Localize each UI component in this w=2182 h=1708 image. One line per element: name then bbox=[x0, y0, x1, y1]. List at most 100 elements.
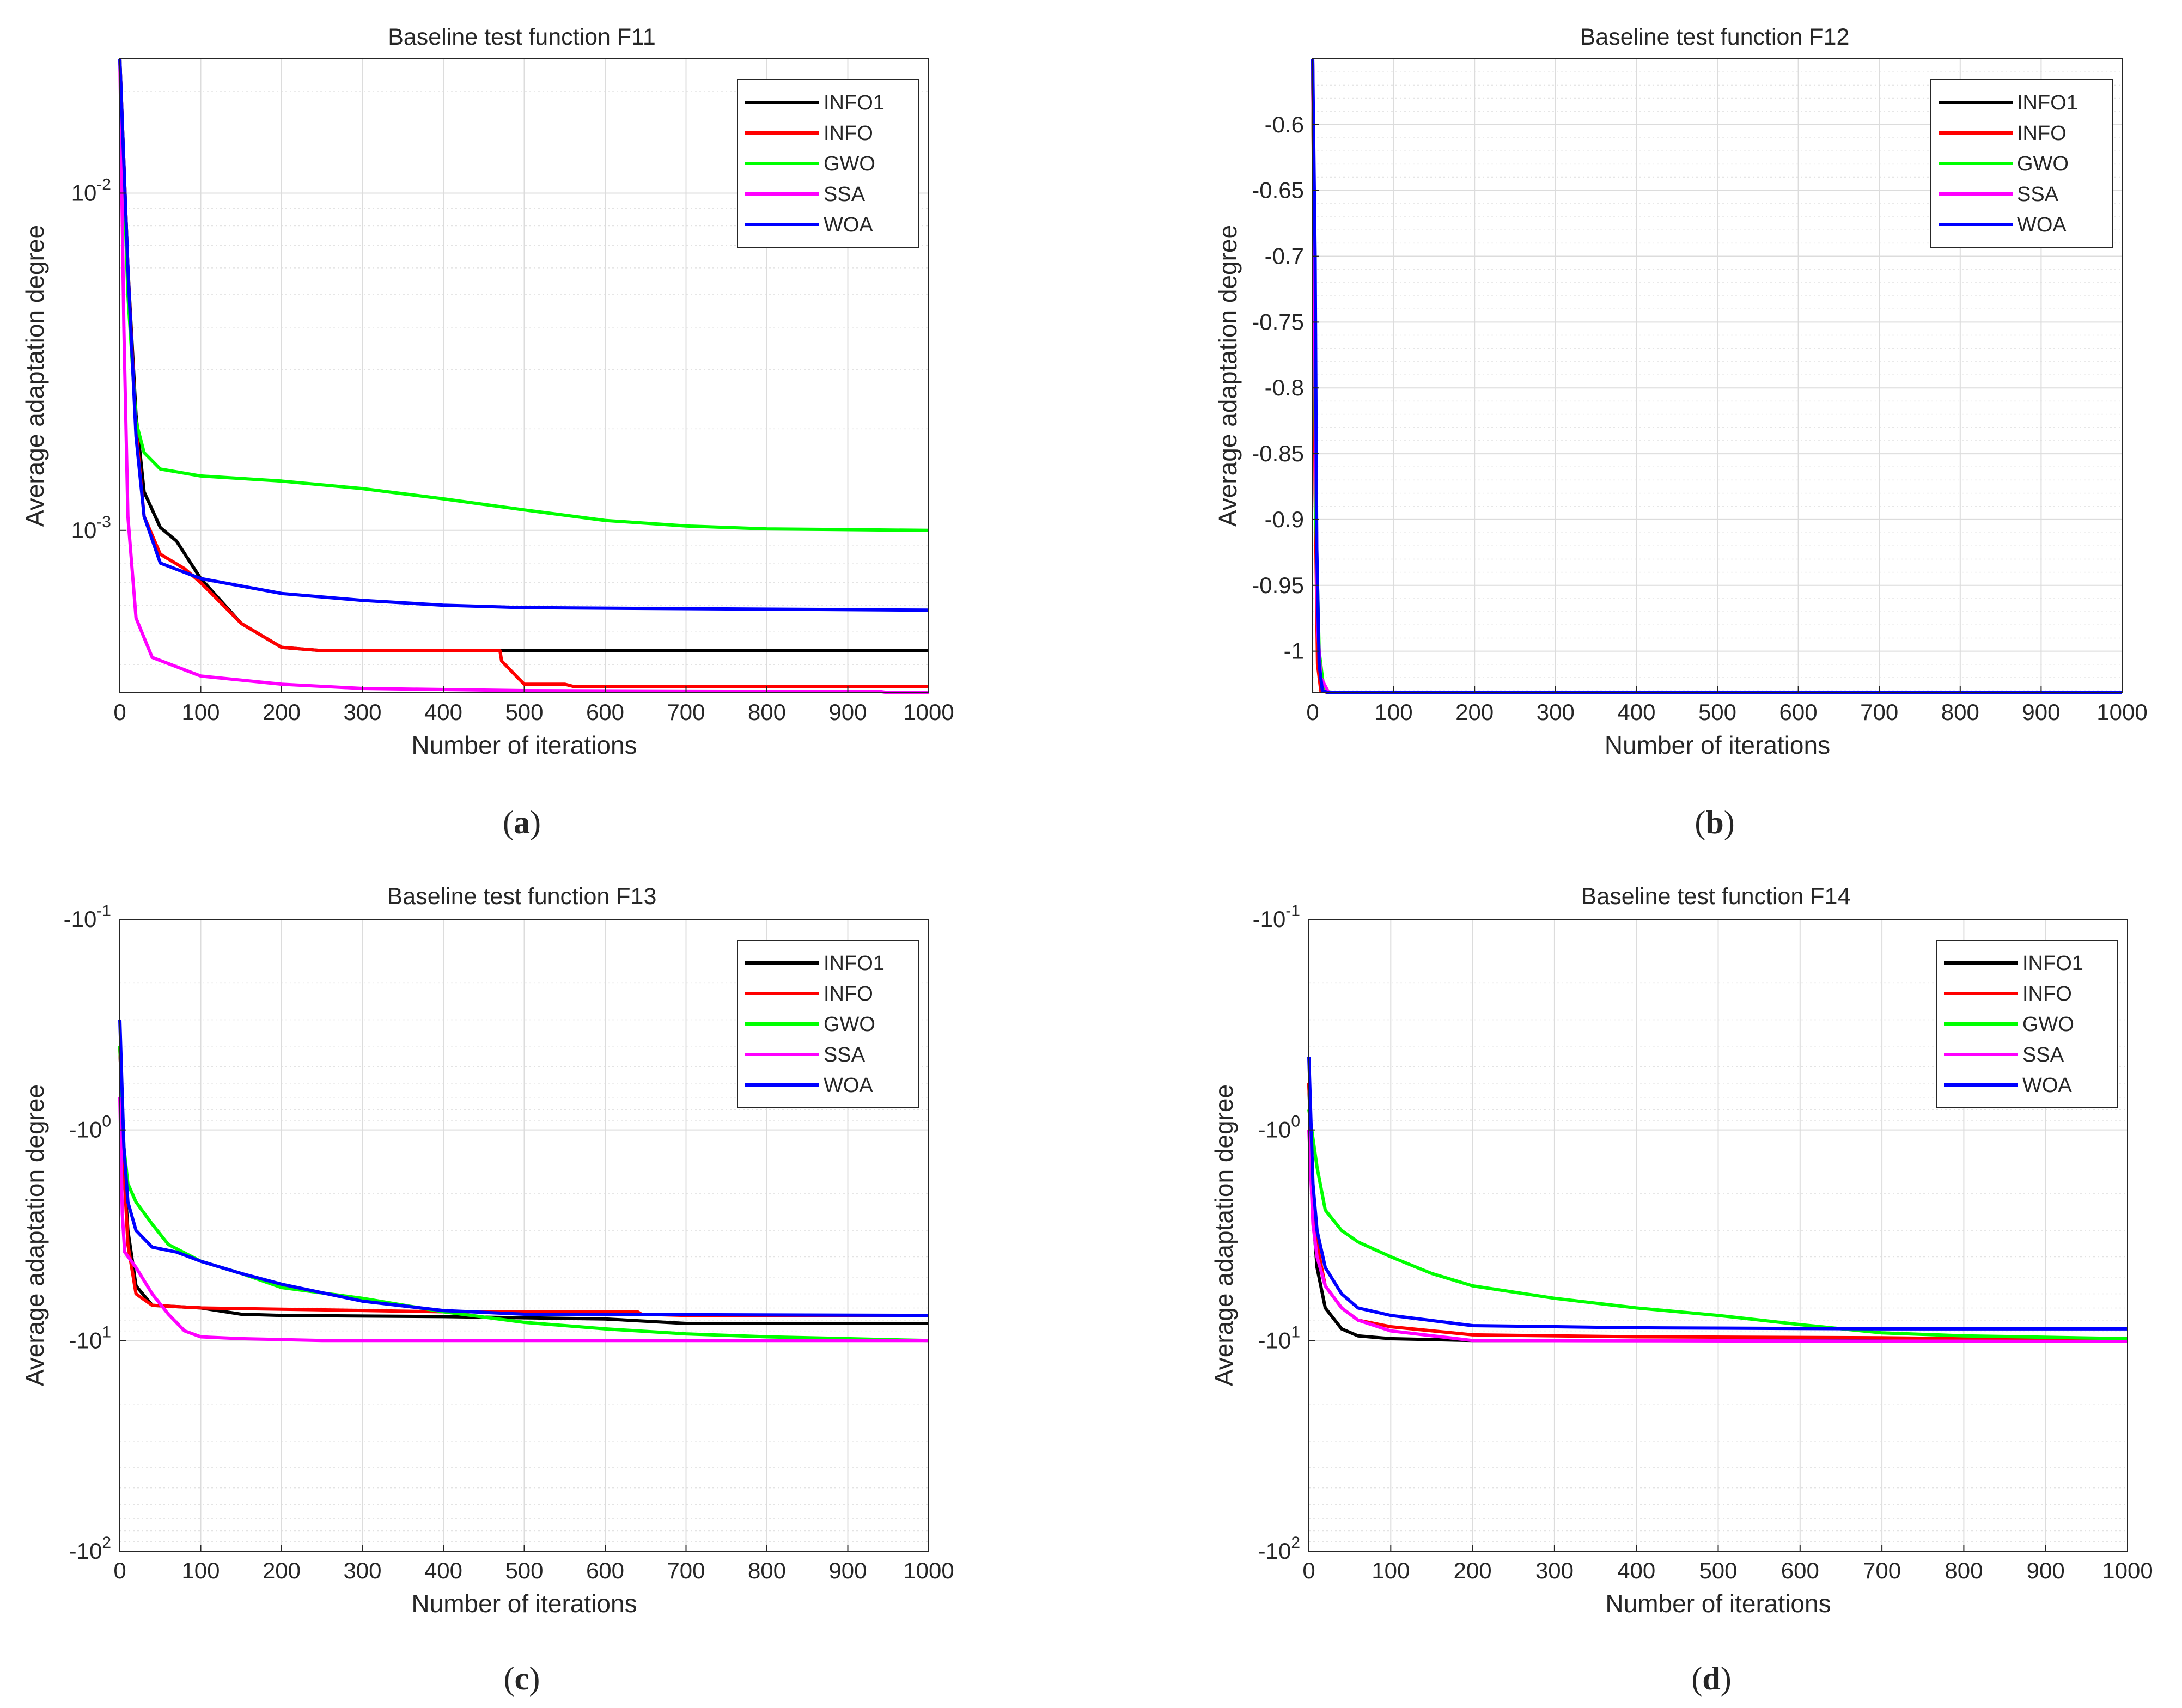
x-tick-label: 800 bbox=[1945, 1558, 1983, 1583]
legend-label-gwo: GWO bbox=[2017, 152, 2069, 175]
legend: INFO1 INFO GWO SSA WOA bbox=[737, 940, 919, 1108]
x-tick-label: 800 bbox=[1941, 699, 1979, 725]
x-tick-label: 1000 bbox=[2096, 699, 2147, 725]
series-line-ssa bbox=[118, 58, 929, 694]
series-line-ssa bbox=[1307, 1130, 2128, 1343]
legend-label-ssa: SSA bbox=[824, 183, 866, 206]
x-tick-label: 1000 bbox=[903, 1558, 954, 1583]
chart-title: Baseline test function F14 bbox=[1581, 883, 1851, 910]
y-axis-label: Average adaptation degree bbox=[21, 1084, 49, 1386]
x-tick-label: 0 bbox=[1302, 1558, 1315, 1583]
legend-label-ssa: SSA bbox=[824, 1044, 866, 1066]
x-tick-label: 400 bbox=[1617, 699, 1655, 725]
x-axis-label: Number of iterations bbox=[411, 1589, 637, 1618]
y-tick-label: -100 bbox=[1258, 1113, 1300, 1143]
legend-label-info1: INFO1 bbox=[824, 952, 885, 975]
x-tick-label: 500 bbox=[505, 699, 543, 725]
x-tick-label: 100 bbox=[1372, 1558, 1410, 1583]
series-line-woa bbox=[118, 1020, 929, 1317]
x-tick-label: 0 bbox=[113, 1558, 126, 1583]
series-line-gwo bbox=[118, 58, 929, 532]
y-tick-label: -0.85 bbox=[1252, 441, 1304, 466]
x-tick-label: 800 bbox=[748, 699, 786, 725]
y-tick-label: -0.8 bbox=[1265, 375, 1304, 400]
x-tick-label: 700 bbox=[667, 1558, 705, 1583]
y-ticks: 10-3 10-2 bbox=[71, 175, 126, 543]
x-tick-label: 100 bbox=[1375, 699, 1413, 725]
panel-caption: (a) bbox=[503, 804, 541, 840]
x-axis-label: Number of iterations bbox=[411, 731, 637, 759]
panel-b: Baseline test function F12 0 100 200 300 400… bbox=[1214, 24, 2148, 840]
x-tick-label: 200 bbox=[1454, 1558, 1492, 1583]
chart-title: Baseline test function F11 bbox=[388, 24, 656, 50]
x-tick-label: 900 bbox=[2022, 699, 2060, 725]
x-tick-label: 0 bbox=[1306, 699, 1319, 725]
y-ticks: -1 -0.95 -0.9 -0.85 -0.8 -0.75 -0.7 -0.65 -0.6 bbox=[1252, 112, 1319, 664]
x-tick-label: 800 bbox=[748, 1558, 786, 1583]
panel-c: Baseline test function F13 0 100 200 300 400… bbox=[21, 883, 954, 1697]
x-tick-label: 200 bbox=[263, 1558, 301, 1583]
x-tick-label: 100 bbox=[181, 699, 220, 725]
y-tick-label: 10-2 bbox=[71, 175, 111, 205]
legend-label-gwo: GWO bbox=[824, 1013, 875, 1036]
x-tick-label: 600 bbox=[1781, 1558, 1819, 1583]
x-ticks: 0 100 200 300 400 500 600 700 800 900 1000 bbox=[1306, 686, 2148, 725]
x-tick-label: 400 bbox=[424, 1558, 462, 1583]
y-ticks: -10-1 -100 -101 -102 bbox=[1253, 902, 1315, 1564]
minor-grid bbox=[1309, 982, 2128, 1542]
x-tick-label: 100 bbox=[181, 1558, 220, 1583]
x-tick-label: 900 bbox=[828, 699, 867, 725]
y-tick-label: 10-3 bbox=[71, 513, 111, 543]
y-tick-label: -1 bbox=[1284, 638, 1304, 664]
y-tick-label: -0.9 bbox=[1265, 507, 1304, 532]
x-tick-label: 300 bbox=[1537, 699, 1575, 725]
series-line-woa bbox=[118, 58, 929, 612]
y-tick-label: -0.65 bbox=[1252, 178, 1304, 203]
panel-d: Baseline test function F14 0 100 200 300 400… bbox=[1210, 883, 2153, 1697]
x-tick-label: 200 bbox=[263, 699, 301, 725]
y-tick-label: -0.95 bbox=[1252, 572, 1304, 598]
x-axis-label: Number of iterations bbox=[1605, 731, 1830, 759]
y-axis-label: Average adaptation degree bbox=[21, 225, 49, 527]
legend-label-ssa: SSA bbox=[2022, 1044, 2064, 1066]
y-tick-label: -0.6 bbox=[1265, 112, 1304, 137]
y-tick-label: -101 bbox=[69, 1323, 111, 1353]
chart-title: Baseline test function F12 bbox=[1580, 24, 1850, 50]
panel-caption: (d) bbox=[1691, 1661, 1731, 1697]
x-tick-label: 700 bbox=[667, 699, 705, 725]
panel-a: Baseline test function F11 0 100 200 300 400… bbox=[21, 24, 954, 840]
x-ticks: 0 100 200 300 400 500 600 700 800 900 1000 bbox=[113, 686, 954, 725]
y-tick-label: -102 bbox=[69, 1534, 111, 1564]
y-ticks: -10-1 -100 -101 -102 bbox=[64, 902, 126, 1564]
x-axis-label: Number of iterations bbox=[1605, 1589, 1831, 1618]
x-tick-label: 300 bbox=[343, 1558, 381, 1583]
series-group bbox=[118, 1020, 929, 1343]
series-group bbox=[118, 58, 929, 694]
y-axis-label: Average adaptation degree bbox=[1210, 1084, 1238, 1386]
x-tick-label: 1000 bbox=[903, 699, 954, 725]
y-axis-label: Average adaptation degree bbox=[1214, 225, 1242, 527]
legend: INFO1 INFO GWO SSA WOA bbox=[737, 79, 919, 248]
x-tick-label: 200 bbox=[1455, 699, 1494, 725]
legend: INFO1 INFO GWO SSA WOA bbox=[1930, 79, 2113, 248]
y-tick-label: -10-1 bbox=[1253, 902, 1300, 932]
x-tick-label: 500 bbox=[1698, 699, 1736, 725]
x-tick-label: 600 bbox=[1779, 699, 1818, 725]
legend-label-info1: INFO1 bbox=[824, 91, 885, 114]
panel-caption: (c) bbox=[504, 1661, 540, 1697]
x-tick-label: 700 bbox=[1860, 699, 1898, 725]
series-line-ssa bbox=[118, 1097, 929, 1343]
series-line-woa bbox=[1307, 1057, 2128, 1331]
x-tick-label: 900 bbox=[828, 1558, 867, 1583]
legend: INFO1 INFO GWO SSA WOA bbox=[1936, 940, 2118, 1108]
legend-label-info1: INFO1 bbox=[2017, 91, 2078, 114]
legend-label-info: INFO bbox=[2017, 122, 2067, 145]
y-tick-label: -10-1 bbox=[64, 902, 111, 932]
legend-label-info: INFO bbox=[824, 983, 873, 1005]
x-tick-label: 1000 bbox=[2102, 1558, 2153, 1583]
y-tick-label: -102 bbox=[1258, 1534, 1300, 1564]
legend-label-woa: WOA bbox=[824, 213, 873, 236]
x-tick-label: 300 bbox=[1535, 1558, 1574, 1583]
legend-label-woa: WOA bbox=[2022, 1074, 2072, 1097]
x-tick-label: 400 bbox=[424, 699, 462, 725]
